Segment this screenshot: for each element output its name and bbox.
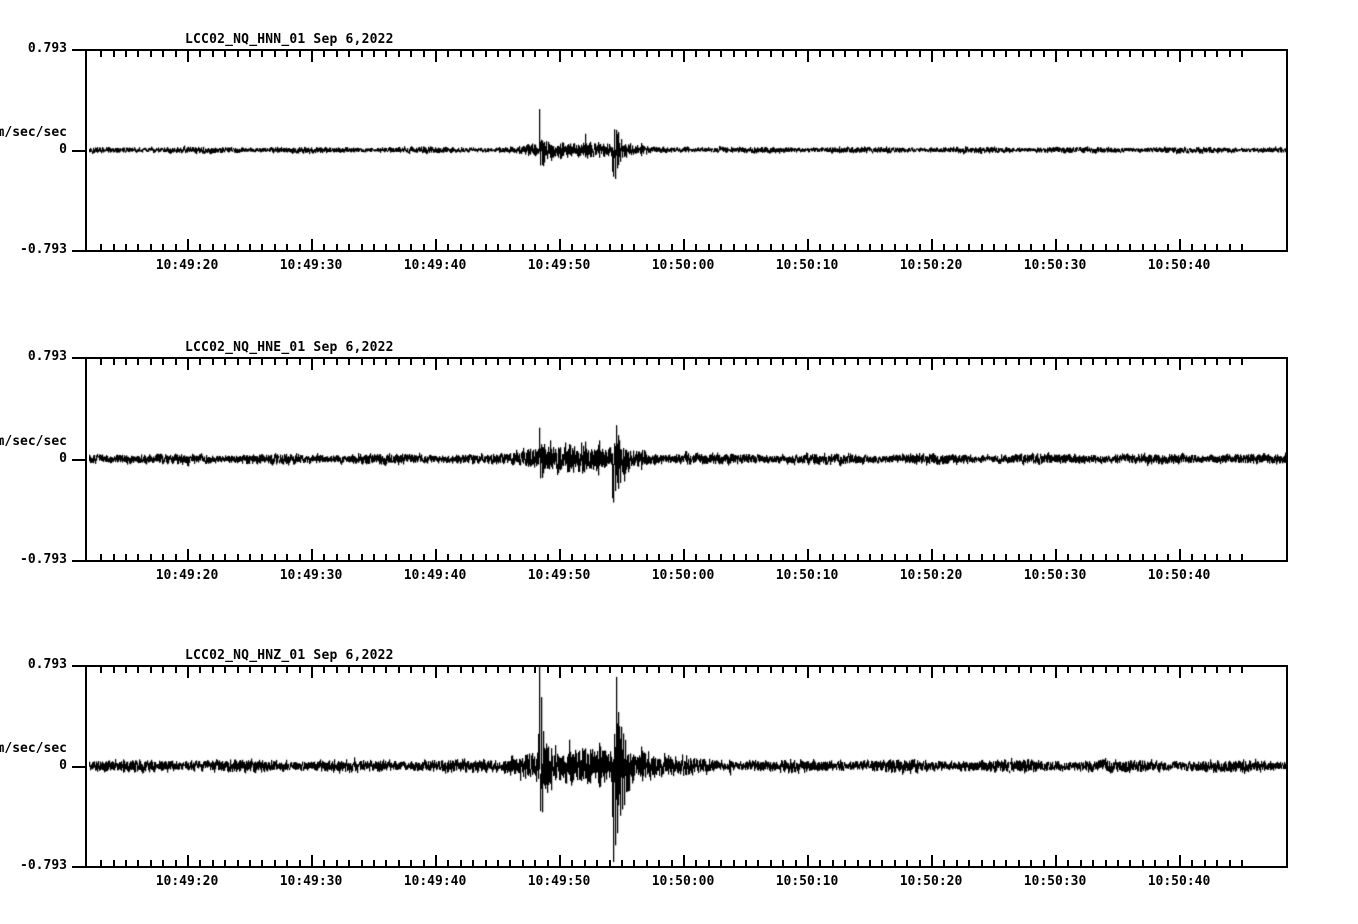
- y-axis-unit-label: cm/sec/sec: [0, 433, 67, 449]
- x-axis-tick-label: 10:49:50: [527, 258, 591, 273]
- y-tick-bottom: [72, 250, 85, 252]
- waveform-trace: [89, 51, 1286, 249]
- y-axis-min-label: -0.793: [20, 858, 67, 873]
- x-axis-tick-label: 10:49:30: [279, 258, 343, 273]
- x-axis-tick-label: 10:49:40: [403, 568, 467, 583]
- x-axis-tick-label: 10:50:20: [899, 258, 963, 273]
- x-axis-tick-label: 10:50:00: [651, 874, 715, 889]
- y-tick-mid: [72, 150, 85, 152]
- panel-title: LCC02_NQ_HNN_01 Sep 6,2022: [185, 32, 394, 47]
- y-axis-min-label: -0.793: [20, 552, 67, 567]
- y-tick-top: [72, 665, 85, 667]
- x-axis-tick-label: 10:49:20: [155, 874, 219, 889]
- y-axis-zero-label: 0: [59, 451, 67, 466]
- y-tick-bottom: [72, 560, 85, 562]
- plot-frame: [85, 49, 1288, 252]
- x-axis-tick-label: 10:49:20: [155, 258, 219, 273]
- y-axis-min-label: -0.793: [20, 242, 67, 257]
- y-tick-top: [72, 49, 85, 51]
- x-axis-tick-label: 10:50:40: [1147, 874, 1211, 889]
- x-axis-tick-label: 10:50:10: [775, 874, 839, 889]
- y-axis-unit-label: cm/sec/sec: [0, 740, 67, 756]
- y-axis-max-label: 0.793: [27, 41, 67, 56]
- y-tick-top: [72, 357, 85, 359]
- plot-right-rule: [1286, 665, 1288, 868]
- plot-frame: [85, 357, 1288, 562]
- x-axis-tick-label: 10:49:20: [155, 568, 219, 583]
- x-axis-tick-label: 10:50:20: [899, 568, 963, 583]
- x-axis-tick-label: 10:50:10: [775, 568, 839, 583]
- plot-top-rule: [85, 357, 1288, 359]
- x-axis-tick-label: 10:50:00: [651, 258, 715, 273]
- plot-top-rule: [85, 49, 1288, 51]
- x-axis-tick-label: 10:50:20: [899, 874, 963, 889]
- x-axis-tick-label: 10:50:40: [1147, 258, 1211, 273]
- x-axis-tick-label: 10:49:30: [279, 874, 343, 889]
- x-axis-tick-label: 10:50:30: [1023, 258, 1087, 273]
- panel-title: LCC02_NQ_HNZ_01 Sep 6,2022: [185, 648, 394, 663]
- x-axis-tick-label: 10:49:50: [527, 874, 591, 889]
- plot-right-rule: [1286, 357, 1288, 562]
- x-axis-tick-label: 10:50:30: [1023, 568, 1087, 583]
- y-axis-zero-label: 0: [59, 758, 67, 773]
- x-axis-tick-label: 10:50:10: [775, 258, 839, 273]
- y-tick-mid: [72, 766, 85, 768]
- waveform-trace: [89, 667, 1286, 865]
- panel-title: LCC02_NQ_HNE_01 Sep 6,2022: [185, 340, 394, 355]
- y-axis-max-label: 0.793: [27, 349, 67, 364]
- plot-right-rule: [1286, 49, 1288, 252]
- y-axis-zero-label: 0: [59, 142, 67, 157]
- waveform-trace: [89, 359, 1286, 559]
- y-axis-max-label: 0.793: [27, 657, 67, 672]
- x-axis-tick-label: 10:49:40: [403, 258, 467, 273]
- x-axis-tick-label: 10:50:00: [651, 568, 715, 583]
- x-axis-tick-label: 10:50:30: [1023, 874, 1087, 889]
- x-axis-tick-label: 10:49:50: [527, 568, 591, 583]
- y-tick-bottom: [72, 866, 85, 868]
- x-axis-tick-label: 10:49:30: [279, 568, 343, 583]
- plot-frame: [85, 665, 1288, 868]
- x-axis-tick-label: 10:50:40: [1147, 568, 1211, 583]
- y-tick-mid: [72, 459, 85, 461]
- x-axis-tick-label: 10:49:40: [403, 874, 467, 889]
- plot-top-rule: [85, 665, 1288, 667]
- y-axis-unit-label: cm/sec/sec: [0, 124, 67, 140]
